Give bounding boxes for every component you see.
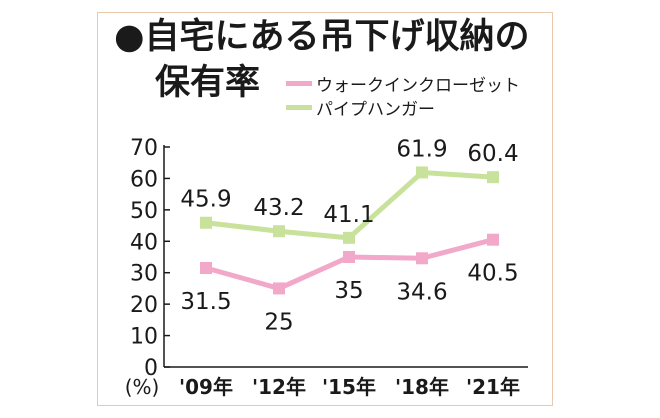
series-1-marker-2 xyxy=(343,231,355,244)
y-unit-label: (%) xyxy=(125,375,160,399)
y-tick-label-70: 70 xyxy=(130,136,158,161)
series-0-marker-4 xyxy=(487,233,499,246)
series-0-data-label-3: 34.6 xyxy=(396,279,447,305)
series-0-data-label-0: 31.5 xyxy=(180,289,231,315)
series-0-marker-0 xyxy=(200,262,212,274)
legend-item-pipe-hanger: パイプハンガー xyxy=(286,97,435,120)
y-tick-label-0: 0 xyxy=(144,356,158,381)
x-tick-label-0: '09年 xyxy=(179,375,233,399)
legend-item-walk-in-closet: ウォークインクローゼット xyxy=(286,73,520,96)
y-tick-label-50: 50 xyxy=(130,199,158,224)
legend-swatch-pipe-hanger xyxy=(286,104,312,110)
y-tick-label-60: 60 xyxy=(130,167,158,192)
legend-swatch-walk-in-closet xyxy=(286,80,312,86)
series-1-data-label-3: 61.9 xyxy=(396,136,447,162)
y-tick-label-40: 40 xyxy=(130,230,158,255)
series-1-data-label-0: 45.9 xyxy=(180,187,231,213)
chart-title-line1: ●自宅にある吊下げ収納の xyxy=(114,17,530,57)
chart-title-line2: 保有率 xyxy=(155,63,261,103)
series-0-marker-3 xyxy=(416,252,428,265)
series-0-data-label-4: 40.5 xyxy=(467,261,518,287)
series-1-marker-1 xyxy=(273,225,285,238)
series-1-marker-3 xyxy=(416,166,428,179)
series-0-marker-1 xyxy=(273,282,285,295)
series-1-marker-0 xyxy=(200,216,212,229)
series-1-marker-4 xyxy=(487,171,499,184)
y-tick-label-10: 10 xyxy=(130,325,158,350)
legend-label-pipe-hanger: パイプハンガー xyxy=(316,99,435,120)
series-0-marker-2 xyxy=(343,251,355,263)
x-tick-label-2: '15年 xyxy=(322,375,376,399)
series-0-data-label-2: 35 xyxy=(334,278,363,304)
y-tick-label-30: 30 xyxy=(130,262,158,287)
x-tick-label-1: '12年 xyxy=(252,375,306,399)
series-1-data-label-4: 60.4 xyxy=(467,141,518,167)
x-tick-label-4: '21年 xyxy=(466,375,520,399)
x-tick-label-3: '18年 xyxy=(395,375,449,399)
series-0-data-label-1: 25 xyxy=(264,309,293,335)
series-1-data-label-2: 41.1 xyxy=(323,202,374,228)
series-1-data-label-1: 43.2 xyxy=(253,195,304,221)
y-tick-label-20: 20 xyxy=(130,293,158,318)
chart-frame xyxy=(97,12,553,406)
legend-label-walk-in-closet: ウォークインクローゼット xyxy=(316,75,520,96)
